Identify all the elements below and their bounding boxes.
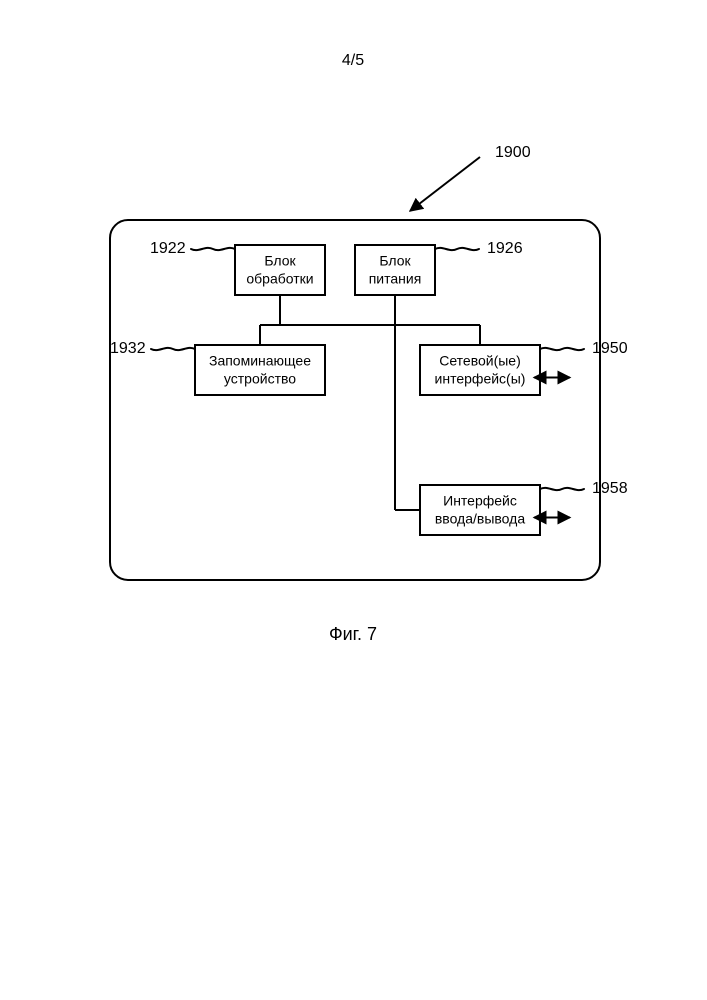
ref-1950: 1950 bbox=[592, 340, 628, 357]
ref-1922: 1922 bbox=[150, 240, 186, 257]
ref-1900: 1900 bbox=[495, 144, 531, 161]
proc-label1: Блок bbox=[264, 253, 296, 269]
io-label2: ввода/вывода bbox=[435, 511, 525, 527]
net-label2: интерфейс(ы) bbox=[435, 371, 526, 387]
mem-label1: Запоминающее bbox=[209, 353, 311, 369]
power-label1: Блок bbox=[379, 253, 411, 269]
figure-caption: Фиг. 7 bbox=[329, 624, 377, 644]
power-label2: питания bbox=[369, 271, 422, 287]
ref-1926: 1926 bbox=[487, 240, 523, 257]
mem-label2: устройство bbox=[224, 371, 296, 387]
page-number: 4/5 bbox=[342, 52, 364, 69]
net-label1: Сетевой(ые) bbox=[439, 353, 521, 369]
system-diagram: 1900 Блок обработки 1922 Блок питания 1926 Запо… bbox=[110, 144, 628, 580]
proc-label2: обработки bbox=[246, 271, 313, 287]
ref-1958: 1958 bbox=[592, 480, 628, 497]
io-label1: Интерфейс bbox=[443, 493, 517, 509]
ref-1932: 1932 bbox=[110, 340, 146, 357]
